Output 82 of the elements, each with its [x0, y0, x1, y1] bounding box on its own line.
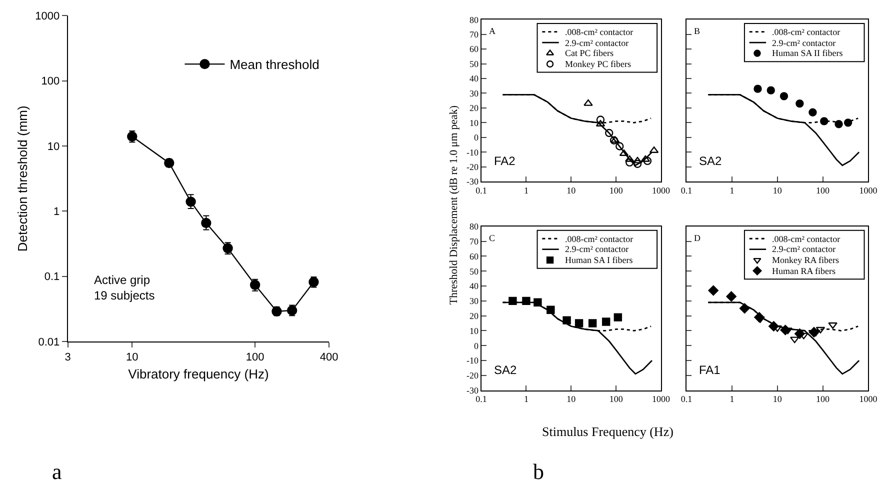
- legend-label: 2.9-cm² contactor: [772, 38, 836, 48]
- y-tick-label: 1000: [35, 10, 60, 23]
- annotation: C: [489, 233, 496, 243]
- y-tick-label: 60: [469, 44, 479, 54]
- y-tick-label: 80: [469, 14, 479, 25]
- y-tick-label: -10: [466, 356, 479, 366]
- y-tick-label: 10: [469, 118, 479, 128]
- y-tick-label: 10: [47, 140, 60, 153]
- y-tick-label: 1: [54, 206, 60, 218]
- y-tick-label: -20: [466, 370, 479, 381]
- x-tick-label: 1000: [652, 394, 670, 404]
- x-tick-label: 10: [772, 185, 782, 196]
- annotation: D: [694, 233, 701, 243]
- annotation: FA2: [494, 154, 516, 168]
- legend-label: 2.9-cm² contactor: [565, 244, 629, 254]
- y-tick-label: -10: [466, 147, 479, 158]
- y-tick-label: 70: [469, 30, 479, 40]
- x-tick-label: 0.1: [680, 185, 692, 196]
- x-axis-title: Vibratory frequency (Hz): [128, 366, 269, 382]
- y-tick-label: 30: [469, 88, 479, 98]
- y-tick-label: 80: [469, 222, 479, 232]
- y-tick-label: 50: [469, 266, 479, 276]
- legend-label: Monkey PC fibers: [565, 59, 632, 69]
- legend-label: Monkey RA fibers: [772, 255, 840, 265]
- y-tick-label: 70: [469, 236, 479, 246]
- annotation: SA2: [494, 363, 518, 377]
- annotation: SA2: [699, 154, 722, 168]
- y-tick-label: 100: [41, 76, 60, 88]
- x-tick-label: 100: [816, 394, 830, 404]
- y-tick-label: 20: [469, 310, 479, 321]
- x-tick-label: 10: [772, 394, 782, 404]
- legend-label: .008-cm² contactor: [565, 234, 634, 244]
- legend-label: .008-cm² contactor: [772, 234, 840, 244]
- x-tick-label: 1: [730, 394, 734, 404]
- x-tick-label: 100: [609, 185, 624, 196]
- y-tick-label: 0.01: [38, 336, 60, 348]
- x-tick-label: 100: [609, 394, 624, 404]
- x-tick-label: 10: [566, 185, 576, 196]
- y-axis-title: Detection threshold (mm): [15, 106, 30, 252]
- x-tick-label: 1000: [859, 185, 878, 196]
- legend-label: Human SA II fibers: [772, 48, 844, 58]
- legend-label: .008-cm² contactor: [565, 27, 634, 37]
- y-tick-label: 20: [469, 103, 479, 114]
- annotation: B: [694, 26, 700, 36]
- legend-label: Human RA fibers: [772, 266, 836, 276]
- x-tick-label: 3: [64, 352, 71, 364]
- text: b: [533, 459, 544, 484]
- legend-label: .008-cm² contactor: [772, 27, 840, 37]
- x-tick-label: 1000: [652, 185, 670, 196]
- x-tick-label: 10: [126, 352, 138, 364]
- legend-label: 2.9-cm² contactor: [772, 244, 836, 254]
- legend-label: Human SA I fibers: [565, 255, 634, 265]
- annotation: A: [489, 26, 496, 36]
- x-tick-label: 1: [524, 185, 528, 196]
- x-tick-label: 1: [524, 394, 528, 404]
- x-tick-label: 100: [246, 352, 264, 364]
- y-tick-label: 10: [469, 326, 479, 336]
- x-tick-label: 1: [730, 185, 734, 196]
- x-tick-label: 400: [320, 352, 338, 364]
- legend-label: Mean threshold: [230, 57, 320, 72]
- x-tick-label: 1000: [859, 394, 878, 404]
- y-tick-label: 50: [469, 58, 479, 69]
- annotation: Active grip 19 subjects: [94, 273, 155, 303]
- legend-label: 2.9-cm² contactor: [565, 38, 629, 48]
- x-tick-label: 10: [566, 394, 576, 404]
- y-tick-label: 0.1: [44, 271, 60, 284]
- x-tick-label: 0.1: [680, 394, 692, 404]
- y-tick-label: 40: [469, 281, 479, 292]
- text: a: [52, 459, 62, 484]
- y-tick-label: -30: [466, 176, 479, 187]
- y-axis-title: Threshold Displacement (dB re 1.0 μm peak): [448, 105, 460, 305]
- legend-label: Cat PC fibers: [565, 48, 614, 58]
- y-tick-label: -20: [466, 162, 479, 172]
- y-tick-label: 60: [469, 251, 479, 262]
- x-tick-label: 100: [816, 185, 830, 196]
- y-tick-label: -30: [466, 385, 479, 396]
- y-tick-label: 40: [469, 74, 479, 84]
- annotation: FA1: [699, 363, 721, 377]
- y-tick-label: 0: [474, 340, 479, 351]
- y-tick-label: 0: [474, 132, 479, 143]
- y-tick-label: 30: [469, 296, 479, 306]
- x-axis-title: Stimulus Frequency (Hz): [542, 424, 674, 439]
